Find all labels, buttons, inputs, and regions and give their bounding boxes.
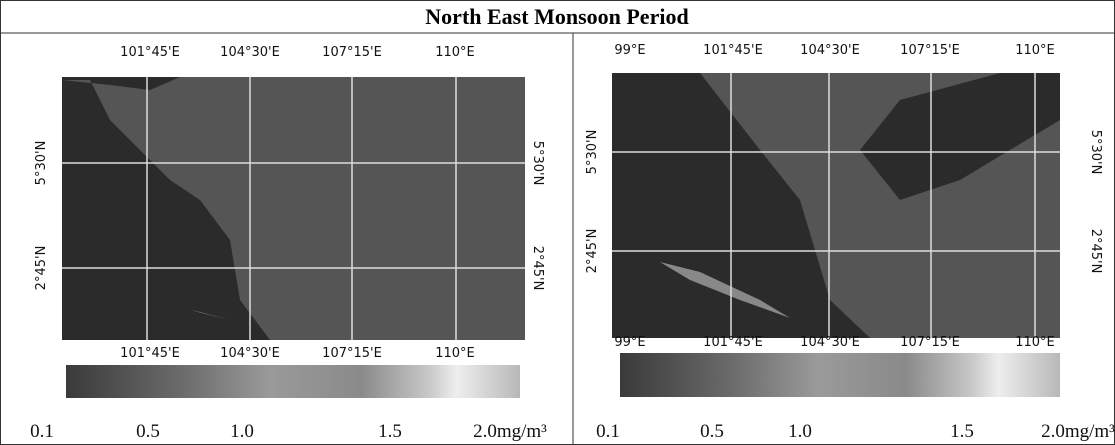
title: North East Monsoon Period (425, 4, 688, 29)
lon-label: 101°45'E (120, 45, 180, 60)
lat-label: 5°30'N (530, 141, 545, 186)
lat-label: 5°30'N (34, 141, 49, 186)
lat-label: 5°30'N (1088, 130, 1103, 175)
lon-label: 110°E (1015, 335, 1055, 350)
colorbar (620, 353, 1060, 397)
colorbar-label: 1.5 (378, 421, 402, 442)
lon-label: 99°E (614, 43, 645, 58)
lat-label: 2°45'N (1088, 229, 1103, 274)
lat-label: 2°45'N (585, 229, 600, 274)
lat-label: 2°45'N (530, 246, 545, 291)
colorbar-label: 1.0 (230, 421, 254, 442)
colorbar-label: 0.5 (700, 421, 724, 442)
colorbar-label: 0.1 (596, 421, 620, 442)
lon-label: 110°E (1015, 43, 1055, 58)
colorbar-label: 0.1 (30, 421, 54, 442)
lon-label: 104°30'E (800, 335, 860, 350)
colorbar-label: 0.5 (136, 421, 160, 442)
colorbar-label: 1.0 (788, 421, 812, 442)
figure: North East Monsoon Period 101°45'E 101°45… (0, 0, 1115, 445)
lon-label: 107°15'E (900, 335, 960, 350)
lon-label: 110°E (435, 45, 475, 60)
lon-label: 104°30'E (800, 43, 860, 58)
lon-label: 107°15'E (900, 43, 960, 58)
lon-label: 104°30'E (220, 45, 280, 60)
lon-label: 107°15'E (322, 45, 382, 60)
colorbar-label: 2.0mg/m³ (1041, 421, 1115, 442)
lon-label: 110°E (435, 346, 475, 361)
lat-label: 2°45'N (34, 246, 49, 291)
lat-label: 5°30'N (585, 130, 600, 175)
lon-label: 101°45'E (703, 335, 763, 350)
lon-label: 101°45'E (703, 43, 763, 58)
lon-label: 99°E (614, 335, 645, 350)
colorbar-label: 2.0mg/m³ (473, 421, 547, 442)
lon-label: 107°15'E (322, 346, 382, 361)
colorbar-label: 1.5 (950, 421, 974, 442)
lon-label: 104°30'E (220, 346, 280, 361)
lon-label: 101°45'E (120, 346, 180, 361)
colorbar (66, 365, 520, 398)
